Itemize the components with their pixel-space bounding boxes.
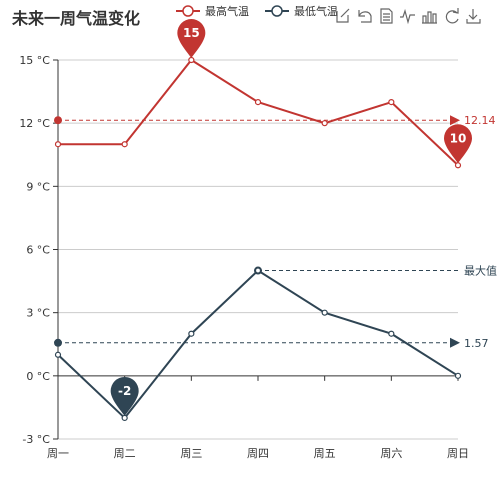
data-point[interactable] xyxy=(188,56,195,64)
save-image-icon[interactable] xyxy=(466,9,481,24)
restore-icon[interactable] xyxy=(358,10,372,23)
x-tick-label: 周五 xyxy=(314,447,336,460)
data-point[interactable] xyxy=(454,372,462,379)
legend-marker[interactable] xyxy=(182,5,194,17)
y-tick-label: 9 °C xyxy=(26,180,50,193)
series-line xyxy=(58,58,459,167)
mark-line-arrow xyxy=(450,337,460,348)
legend-label[interactable]: 最高气温 xyxy=(205,4,249,18)
data-point[interactable] xyxy=(321,309,328,316)
mark-point-pin xyxy=(177,19,206,58)
mark-point-label: 10 xyxy=(450,131,467,145)
data-point[interactable] xyxy=(321,120,328,127)
mark-line-label: 12.14 xyxy=(464,114,496,127)
mark-point-label: 15 xyxy=(183,26,200,40)
x-tick-label: 周六 xyxy=(380,447,402,460)
mark-line-start-dot xyxy=(54,116,62,125)
y-tick-label: 6 °C xyxy=(26,244,50,257)
data-point[interactable] xyxy=(454,162,462,169)
x-tick-label: 周四 xyxy=(247,447,269,460)
line-chart-icon[interactable] xyxy=(400,8,415,25)
data-point[interactable] xyxy=(388,330,395,337)
data-point[interactable] xyxy=(121,414,128,422)
legend-marker[interactable] xyxy=(271,5,283,17)
data-point[interactable] xyxy=(254,267,262,274)
y-tick-label: 12 °C xyxy=(19,117,50,130)
chart-title: 未来一周气温变化 xyxy=(12,9,141,28)
x-tick-label: 周三 xyxy=(180,447,202,460)
x-tick-label: 周一 xyxy=(47,447,69,460)
mark-point-label: -2 xyxy=(118,384,131,398)
mark-line-label: 1.57 xyxy=(464,337,489,350)
data-point[interactable] xyxy=(121,141,128,148)
legend-label[interactable]: 最低气温 xyxy=(294,4,338,18)
data-view-icon[interactable] xyxy=(380,8,393,24)
data-point[interactable] xyxy=(388,99,395,106)
bar-chart-icon[interactable] xyxy=(422,11,437,24)
x-tick-label: 周日 xyxy=(447,447,469,460)
mark-line-arrow xyxy=(450,115,460,126)
refresh-icon[interactable] xyxy=(445,8,459,24)
mark-line-start-dot xyxy=(54,338,62,347)
data-point[interactable] xyxy=(54,351,62,358)
mark-point-icon[interactable] xyxy=(336,8,350,23)
y-tick-label: 15 °C xyxy=(19,54,50,67)
y-tick-label: -3 °C xyxy=(22,433,50,446)
data-point[interactable] xyxy=(188,330,195,337)
data-point[interactable] xyxy=(254,99,262,106)
y-tick-label: 3 °C xyxy=(26,307,50,320)
mark-point-pin xyxy=(110,376,139,416)
y-tick-label: 0 °C xyxy=(26,370,50,383)
x-tick-label: 周二 xyxy=(114,447,136,460)
data-point[interactable] xyxy=(54,141,62,148)
mark-point-pin xyxy=(444,124,472,164)
max-line-label: 最大值 xyxy=(464,264,497,278)
